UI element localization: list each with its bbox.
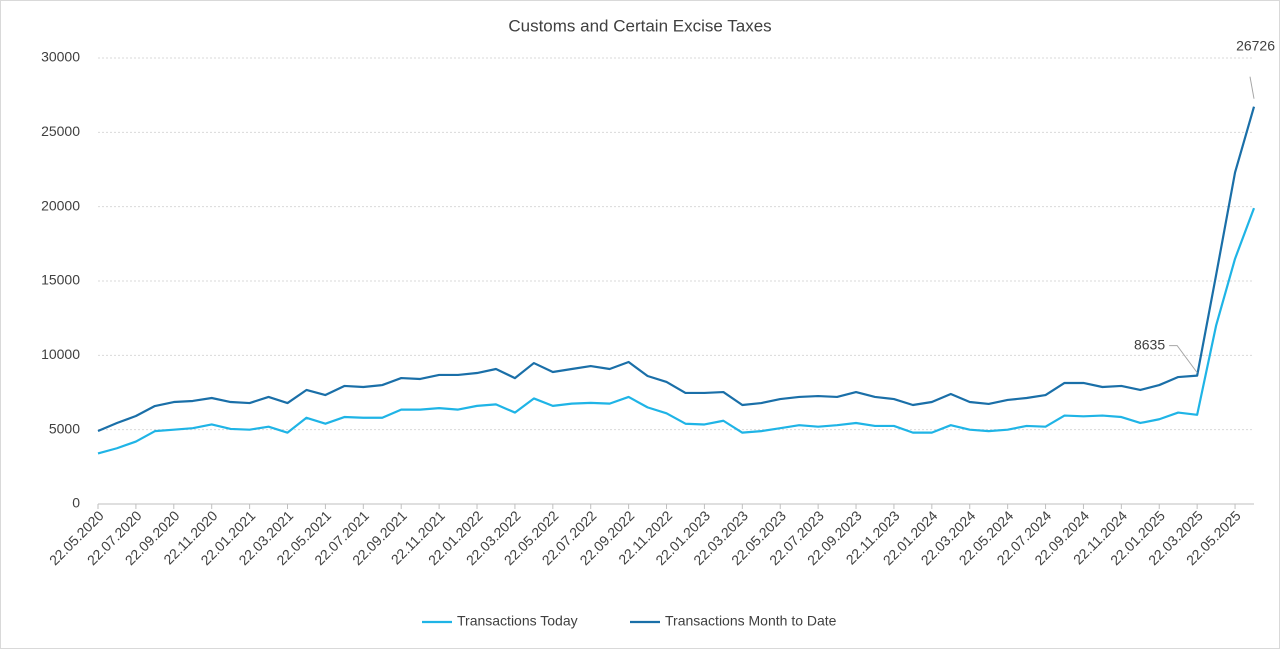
legend-label: Transactions Month to Date [665,613,837,629]
y-tick-label: 0 [72,495,80,511]
data-label: 26726 [1236,37,1275,53]
y-tick-label: 15000 [41,272,80,288]
line-series [97,106,1256,433]
y-tick-label: 5000 [49,420,80,436]
y-tick-label: 25000 [41,123,80,139]
y-tick-label: 20000 [41,197,80,213]
y-tick-label: 30000 [41,49,80,65]
line-series [97,207,1256,455]
y-tick-label: 10000 [41,346,80,362]
chart-title: Customs and Certain Excise Taxes [508,16,771,35]
leader-line [1169,345,1198,373]
data-label: 8635 [1134,336,1165,352]
legend-label: Transactions Today [457,613,578,629]
leader-line [1249,76,1255,99]
